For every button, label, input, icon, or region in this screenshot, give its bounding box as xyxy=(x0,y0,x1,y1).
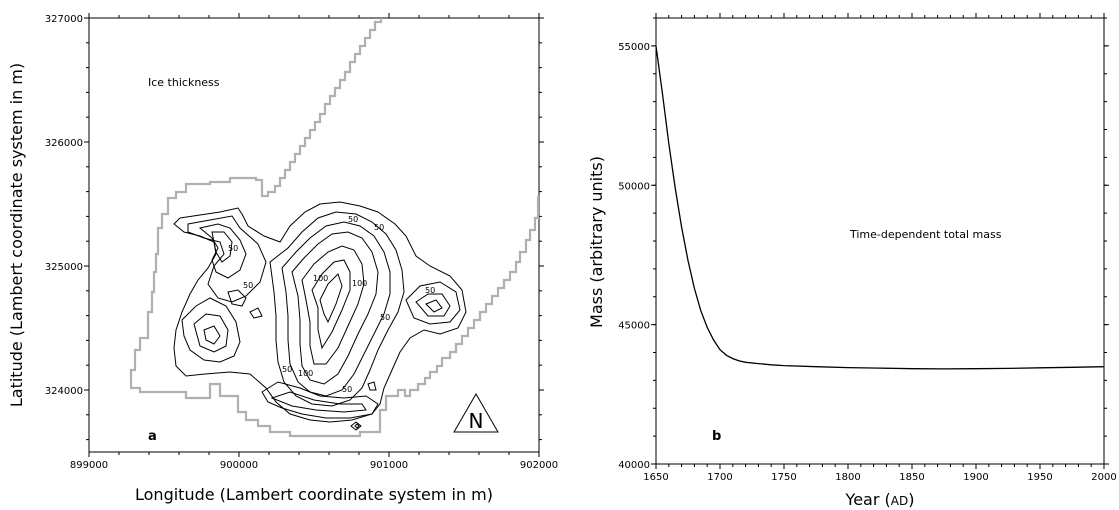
contour-line xyxy=(354,423,360,429)
contour-line xyxy=(350,421,362,431)
x-tick-label: 900000 xyxy=(220,460,258,471)
panel-a-annotation: Ice thickness xyxy=(148,76,220,89)
contour-line xyxy=(425,299,443,313)
y-tick-label: 325000 xyxy=(45,262,83,273)
contour-label: 100 xyxy=(352,279,367,288)
y-tick-label: 324000 xyxy=(45,386,83,397)
x-tick-label: 899000 xyxy=(70,460,108,471)
contour-line xyxy=(405,281,461,325)
y-tick-label: 326000 xyxy=(45,138,83,149)
panel-a-y-axis-label: Latitude (Lambert coordinate system in m… xyxy=(7,63,26,407)
contour-label: 50 xyxy=(380,313,390,322)
contour-line xyxy=(173,201,467,423)
contour-label: 50 xyxy=(348,215,358,224)
x-axis-label-close: ) xyxy=(908,490,914,509)
contour-line xyxy=(367,381,377,391)
contour-line xyxy=(203,325,221,345)
panel-a-x-axis-label: Longitude (Lambert coordinate system in … xyxy=(135,485,493,504)
panel-a-x-ticks: 899000 900000 901000 902000 xyxy=(70,13,558,471)
contour-label: 50 xyxy=(342,385,352,394)
panel-b-mass-chart: 1650 1700 1750 1800 1850 1900 1950 2000 40000 45… xyxy=(587,13,1117,509)
y-tick-label: 55000 xyxy=(618,42,650,53)
panel-b-frame xyxy=(655,17,1105,465)
north-arrow-label: N xyxy=(469,409,484,433)
contour-line xyxy=(270,391,367,413)
x-tick-label: 1850 xyxy=(899,472,924,483)
y-tick-label: 45000 xyxy=(618,321,650,332)
contour-line xyxy=(227,289,247,307)
contour-labels: 50 50 50 50 100 100 50 100 50 50 50 xyxy=(228,215,435,394)
contour-line xyxy=(193,313,229,353)
x-tick-label: 902000 xyxy=(520,460,558,471)
contour-label: 100 xyxy=(298,369,313,378)
x-tick-label: 1800 xyxy=(835,472,860,483)
contour-line xyxy=(415,293,451,317)
x-axis-label-unit: AD xyxy=(891,494,908,508)
contour-line xyxy=(198,223,247,279)
panel-a-letter: a xyxy=(148,429,157,444)
contour-label: 50 xyxy=(425,286,435,295)
contour-line xyxy=(291,231,379,385)
y-tick-label: 50000 xyxy=(618,181,650,192)
panel-a-y-ticks: 324000 325000 326000 327000 xyxy=(45,14,544,441)
x-tick-label: 1950 xyxy=(1027,472,1052,483)
contour-line xyxy=(319,273,343,324)
panel-b-annotation: Time-dependent total mass xyxy=(849,228,1002,241)
panel-b-y-axis-label: Mass (arbitrary units) xyxy=(587,156,606,328)
x-tick-label: 1900 xyxy=(963,472,988,483)
north-arrow-icon xyxy=(453,393,499,433)
contour-line xyxy=(269,211,405,407)
panel-a-ice-thickness-map: 899000 900000 901000 902000 324000 325000 326… xyxy=(7,13,558,504)
glacier-boundary xyxy=(129,18,540,438)
contour-label: 100 xyxy=(313,274,328,283)
contour-line xyxy=(211,231,233,263)
y-tick-label: 327000 xyxy=(45,14,83,25)
ice-thickness-contours xyxy=(173,201,467,431)
contour-line xyxy=(281,221,391,397)
glacier-boundary-outline xyxy=(129,18,540,438)
series-line-total-mass xyxy=(655,45,1105,370)
contour-line xyxy=(301,245,365,365)
north-arrow: N xyxy=(453,393,499,433)
panel-b-x-axis-label: Year (AD) xyxy=(845,490,915,509)
contour-line xyxy=(261,381,379,419)
contour-label: 50 xyxy=(243,281,253,290)
y-tick-label: 40000 xyxy=(618,460,650,471)
contour-label: 50 xyxy=(228,244,238,253)
panel-b-x-ticks: 1650 1700 1750 1800 1850 1900 1950 2000 xyxy=(643,13,1117,483)
x-tick-label: 901000 xyxy=(370,460,408,471)
contour-line xyxy=(311,259,351,350)
contour-label: 50 xyxy=(282,365,292,374)
panel-b-letter: b xyxy=(712,429,721,444)
x-tick-label: 1750 xyxy=(771,472,796,483)
contour-line xyxy=(249,307,263,319)
panel-b-y-ticks: 40000 45000 50000 55000 xyxy=(618,17,1109,471)
contour-line xyxy=(181,297,241,363)
x-tick-label: 2000 xyxy=(1091,472,1116,483)
x-axis-label-main: Year ( xyxy=(845,490,891,509)
contour-line xyxy=(187,215,267,303)
x-tick-label: 1700 xyxy=(707,472,732,483)
panel-a-frame xyxy=(88,17,540,453)
x-tick-label: 1650 xyxy=(643,472,668,483)
contour-label: 50 xyxy=(374,223,384,232)
